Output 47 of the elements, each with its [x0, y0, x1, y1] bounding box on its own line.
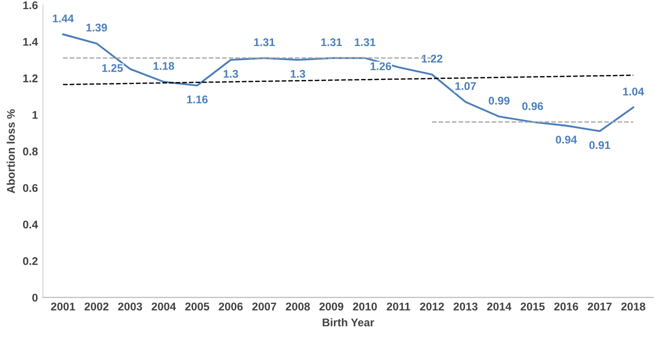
x-tick-label: 2016 — [554, 302, 578, 310]
y-tick-label: 1 — [32, 111, 38, 119]
x-tick-label: 2012 — [420, 302, 444, 310]
data-label: 1.25 — [102, 64, 123, 72]
x-axis-title: Birth Year — [322, 318, 374, 326]
x-tick-label: 2010 — [352, 302, 377, 310]
x-tick-label: 2015 — [520, 302, 545, 310]
x-tick-label: 2004 — [152, 302, 176, 310]
x-tick-label: 2009 — [319, 302, 344, 310]
data-label: 1.07 — [455, 82, 476, 90]
y-tick-label: 1.2 — [23, 74, 38, 82]
data-label: 0.91 — [589, 141, 610, 150]
data-label: 1.18 — [154, 62, 174, 70]
x-tick-label: 2014 — [487, 302, 512, 310]
data-label: 0.94 — [556, 136, 577, 144]
data-label: 1.44 — [52, 14, 74, 22]
x-tick-label: 2003 — [118, 302, 142, 310]
x-tick-label: 2013 — [454, 302, 478, 310]
data-label: 1.31 — [254, 38, 275, 46]
data-label: 0.99 — [488, 96, 510, 105]
data-label: 1.31 — [354, 38, 376, 46]
x-tick-label: 2008 — [286, 302, 310, 310]
data-label: 1.3 — [290, 70, 306, 78]
x-tick-label: 2006 — [218, 302, 243, 310]
data-label: 1.31 — [321, 38, 342, 46]
data-label: 1.04 — [623, 88, 644, 96]
data-label: 0.96 — [522, 102, 544, 110]
data-label: 1.16 — [187, 95, 208, 104]
y-tick-label: 0.6 — [23, 184, 38, 192]
y-tick-label: 0.4 — [23, 220, 38, 228]
x-tick-label: 2017 — [588, 302, 612, 310]
y-tick-label: 1.4 — [23, 38, 38, 46]
x-tick-label: 2002 — [84, 302, 108, 310]
data-label: 1.22 — [422, 54, 442, 62]
x-tick-label: 2007 — [252, 302, 276, 310]
y-tick-label: 0 — [32, 294, 38, 302]
y-tick-label: 1.6 — [23, 1, 38, 10]
x-tick-label: 2001 — [51, 302, 76, 310]
data-label: 1.3 — [224, 70, 238, 78]
data-label: 1.39 — [86, 24, 107, 32]
data-label: 1.26 — [370, 62, 392, 70]
x-tick-label: 2005 — [185, 302, 210, 310]
y-tick-label: 0.2 — [23, 257, 38, 266]
x-tick-label: 2011 — [386, 302, 410, 310]
y-axis-title: Abortion loss % — [6, 109, 15, 194]
x-tick-label: 2018 — [621, 302, 646, 310]
y-tick-label: 0.8 — [23, 148, 38, 156]
